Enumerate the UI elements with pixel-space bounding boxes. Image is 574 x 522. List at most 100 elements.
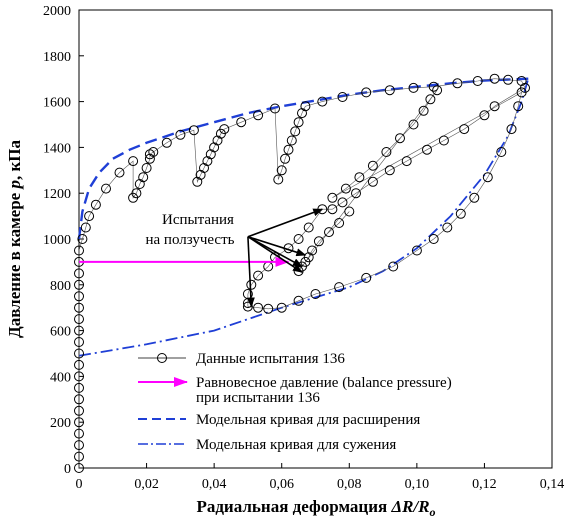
data-point bbox=[101, 183, 111, 194]
data-point bbox=[74, 405, 84, 416]
data-point bbox=[74, 279, 84, 290]
data-point bbox=[74, 302, 84, 313]
y-tick-label: 400 bbox=[50, 370, 71, 385]
data-point bbox=[128, 156, 139, 167]
data-point bbox=[334, 282, 345, 293]
data-point bbox=[74, 371, 84, 382]
data-point bbox=[506, 124, 517, 135]
data-point bbox=[503, 74, 514, 85]
creep-arrow bbox=[247, 236, 303, 273]
data-point bbox=[307, 245, 318, 256]
data-point bbox=[334, 218, 345, 228]
data-point bbox=[293, 295, 304, 306]
data-point bbox=[432, 85, 443, 96]
y-tick-label: 200 bbox=[50, 416, 71, 431]
data-point bbox=[74, 325, 84, 336]
data-point bbox=[401, 156, 412, 167]
data-point bbox=[253, 302, 264, 313]
data-point bbox=[175, 129, 186, 140]
data-point bbox=[144, 149, 155, 160]
x-axis: 0 0,02 0,04 0,06 0,08 0,10 0,12 0,14 bbox=[76, 463, 564, 492]
creep-arrow bbox=[246, 236, 255, 308]
x-axis-title: Радиальная деформация ΔR/Ro bbox=[196, 497, 435, 519]
creep-annotation-line2: на ползучесть bbox=[146, 232, 235, 248]
data-point bbox=[516, 76, 527, 86]
legend-contraction-label: Модельная кривая для сужения bbox=[196, 437, 396, 453]
data-point bbox=[408, 82, 419, 93]
data-point bbox=[148, 147, 159, 157]
expansion-model-curve bbox=[77, 77, 529, 240]
data-line bbox=[78, 78, 526, 468]
legend-data-label: Данные испытания 136 bbox=[196, 351, 345, 367]
creep-arrow bbox=[247, 235, 307, 257]
legend: Данные испытания 136 Равновесное давлени… bbox=[138, 351, 452, 453]
data-point bbox=[131, 188, 142, 199]
data-point bbox=[74, 291, 84, 302]
data-point bbox=[354, 172, 365, 183]
data-point bbox=[253, 270, 264, 281]
data-point bbox=[161, 137, 172, 148]
y-tick-label: 1400 bbox=[43, 141, 71, 156]
data-point bbox=[205, 149, 216, 160]
data-point bbox=[74, 451, 84, 462]
x-tick-label: 0,10 bbox=[405, 477, 430, 492]
data-point bbox=[340, 183, 351, 194]
x-tick-label: 0,04 bbox=[202, 477, 227, 492]
data-point bbox=[381, 147, 392, 157]
y-tick-label: 1200 bbox=[43, 187, 71, 202]
contraction-model-curve bbox=[78, 78, 530, 357]
data-point bbox=[327, 204, 338, 215]
data-point bbox=[212, 135, 223, 146]
x-tick-label: 0,02 bbox=[134, 477, 159, 492]
data-point bbox=[425, 94, 436, 105]
data-point bbox=[138, 172, 149, 183]
data-point bbox=[270, 103, 280, 114]
data-point bbox=[300, 101, 311, 112]
data-point bbox=[442, 222, 453, 233]
data-point bbox=[428, 234, 439, 244]
model-curves bbox=[77, 77, 530, 357]
data-point bbox=[297, 108, 307, 119]
data-point bbox=[74, 245, 84, 256]
y-tick-label: 600 bbox=[50, 325, 71, 340]
data-point bbox=[195, 169, 206, 180]
data-point bbox=[479, 110, 490, 121]
data-point bbox=[384, 165, 395, 176]
data-point bbox=[253, 110, 264, 121]
data-point bbox=[74, 394, 84, 405]
data-series bbox=[74, 73, 530, 473]
data-point bbox=[337, 197, 348, 208]
data-point bbox=[80, 222, 91, 233]
data-point bbox=[472, 76, 483, 86]
y-tick-label: 800 bbox=[50, 279, 71, 294]
data-point bbox=[74, 417, 84, 428]
data-point bbox=[283, 144, 294, 155]
y-tick-label: 1000 bbox=[43, 233, 71, 248]
data-point bbox=[273, 174, 284, 185]
data-point bbox=[192, 176, 203, 187]
x-tick-label: 0 bbox=[76, 477, 83, 492]
data-point bbox=[303, 252, 314, 263]
y-tick-label: 1800 bbox=[43, 50, 71, 65]
data-point bbox=[74, 428, 84, 439]
data-point bbox=[411, 245, 422, 256]
data-point bbox=[219, 124, 230, 135]
data-point bbox=[74, 382, 84, 393]
creep-arrow bbox=[247, 208, 324, 238]
data-point bbox=[367, 160, 378, 171]
data-point bbox=[74, 337, 84, 347]
data-point bbox=[280, 153, 291, 164]
data-point bbox=[310, 289, 321, 299]
data-point bbox=[84, 211, 95, 222]
data-point bbox=[455, 208, 466, 219]
y-tick-label: 0 bbox=[64, 462, 71, 477]
data-point bbox=[74, 348, 84, 359]
data-point bbox=[489, 101, 500, 112]
data-point bbox=[408, 119, 419, 130]
data-point bbox=[293, 234, 304, 244]
creep-annotation: Испытания на ползучесть bbox=[146, 208, 324, 308]
y-axis: 0 200 400 600 800 1000 1200 1400 1600 1800 2000 bbox=[43, 4, 84, 477]
data-point bbox=[513, 101, 524, 112]
legend-balance-label-1: Равновесное давление (balance pressure) bbox=[196, 375, 452, 391]
